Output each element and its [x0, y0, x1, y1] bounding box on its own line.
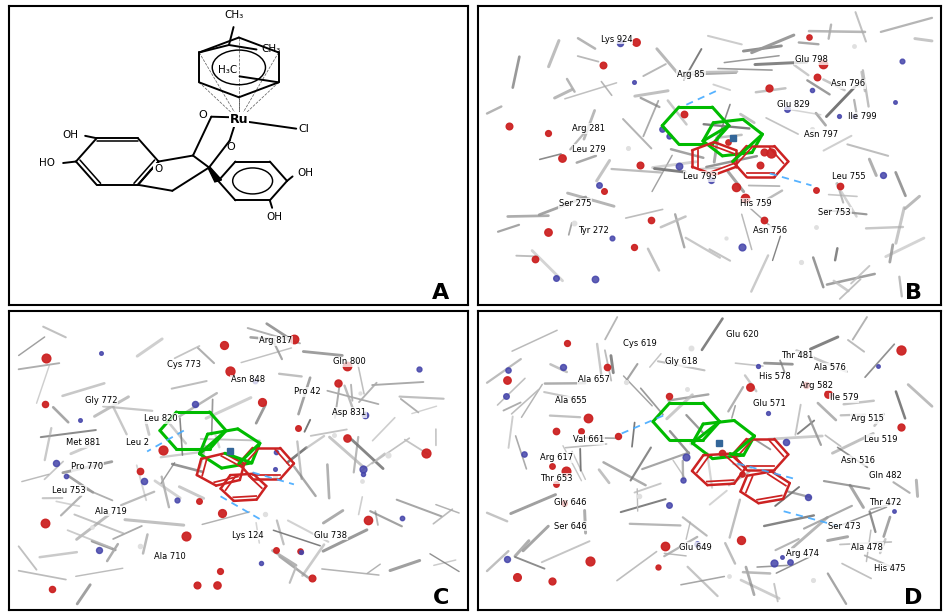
Text: Ala 719: Ala 719	[95, 507, 126, 516]
Text: Gly 618: Gly 618	[665, 357, 698, 367]
Text: Leu 279: Leu 279	[572, 145, 605, 154]
Text: Val 661: Val 661	[573, 435, 604, 444]
Text: Ala 655: Ala 655	[554, 396, 587, 405]
Text: Ala 657: Ala 657	[578, 375, 609, 384]
Text: Leu 519: Leu 519	[865, 435, 898, 444]
Text: Gly 646: Gly 646	[554, 498, 587, 507]
Text: D: D	[904, 588, 922, 608]
Text: Asp 831: Asp 831	[332, 408, 366, 417]
Text: Asn 796: Asn 796	[832, 79, 866, 88]
Text: Asn 756: Asn 756	[753, 225, 787, 235]
Text: OH: OH	[62, 130, 79, 140]
Text: Glu 829: Glu 829	[777, 100, 810, 109]
Text: Leu 755: Leu 755	[832, 172, 866, 181]
Text: Ile 799: Ile 799	[849, 112, 877, 121]
Text: His 475: His 475	[874, 564, 906, 572]
Text: O: O	[199, 110, 207, 120]
Text: Ser 473: Ser 473	[828, 522, 860, 531]
Text: Pro 770: Pro 770	[71, 462, 103, 471]
Polygon shape	[208, 167, 221, 182]
Text: Glu 571: Glu 571	[753, 399, 786, 408]
Text: Asn 516: Asn 516	[841, 456, 875, 465]
Text: Glu 649: Glu 649	[679, 543, 712, 551]
Text: Cl: Cl	[299, 124, 309, 134]
Text: Asn 797: Asn 797	[804, 130, 838, 139]
Text: OH: OH	[267, 213, 283, 222]
Text: Arg 515: Arg 515	[850, 414, 884, 423]
Text: Ser 753: Ser 753	[818, 208, 851, 217]
Text: CH₃: CH₃	[261, 44, 280, 54]
Text: Ala 710: Ala 710	[154, 551, 186, 561]
Text: Cys 619: Cys 619	[623, 339, 657, 349]
Text: Cys 773: Cys 773	[166, 360, 201, 370]
Text: Glu 620: Glu 620	[726, 330, 759, 339]
Text: HO: HO	[40, 158, 55, 168]
Text: Arg 582: Arg 582	[799, 381, 832, 391]
Text: Pro 42: Pro 42	[294, 387, 321, 396]
Text: Arg 474: Arg 474	[786, 549, 818, 557]
Text: OH: OH	[297, 168, 313, 179]
Text: Ser 275: Ser 275	[559, 199, 591, 208]
Text: Thr 481: Thr 481	[781, 351, 814, 360]
Text: CH₃: CH₃	[224, 10, 243, 20]
Text: Ser 646: Ser 646	[554, 522, 587, 531]
Text: C: C	[432, 588, 449, 608]
Text: B: B	[905, 283, 922, 303]
Text: Thr 472: Thr 472	[869, 498, 902, 507]
Text: Ru: Ru	[230, 113, 248, 126]
Text: Glu 798: Glu 798	[795, 55, 828, 65]
Text: H₃C: H₃C	[219, 65, 237, 75]
Text: Gly 772: Gly 772	[85, 396, 117, 405]
Text: Gln 482: Gln 482	[869, 471, 902, 480]
Text: Ala 478: Ala 478	[851, 543, 883, 551]
Text: Leu 793: Leu 793	[683, 172, 717, 181]
Text: His 759: His 759	[740, 199, 772, 208]
Text: Arg 85: Arg 85	[677, 70, 705, 79]
Text: Leu 820: Leu 820	[144, 414, 178, 423]
Text: Met 881: Met 881	[65, 438, 100, 447]
Text: Leu 753: Leu 753	[52, 486, 86, 495]
Text: Tyr 272: Tyr 272	[578, 225, 609, 235]
Text: Glu 738: Glu 738	[314, 530, 347, 540]
Text: Lys 924: Lys 924	[601, 34, 633, 44]
Text: Arg 817: Arg 817	[259, 336, 292, 346]
Text: Lys 124: Lys 124	[232, 530, 264, 540]
Text: Gln 800: Gln 800	[333, 357, 365, 367]
Text: His 578: His 578	[759, 372, 790, 381]
Text: Ile 579: Ile 579	[830, 393, 858, 402]
Text: Ala 576: Ala 576	[815, 363, 846, 372]
Text: Arg 617: Arg 617	[540, 453, 573, 462]
Text: Leu 2: Leu 2	[127, 438, 149, 447]
Text: Asn 848: Asn 848	[231, 375, 265, 384]
Text: Thr 653: Thr 653	[540, 474, 572, 483]
Text: O: O	[226, 142, 235, 152]
Text: O: O	[154, 164, 163, 174]
Text: Arg 281: Arg 281	[572, 124, 605, 133]
Text: A: A	[432, 283, 449, 303]
